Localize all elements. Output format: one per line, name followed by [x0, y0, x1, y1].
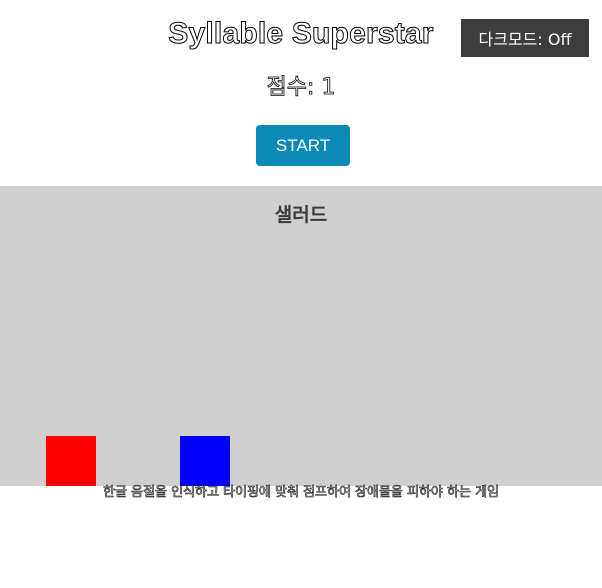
game-description: 한글 음절을 인식하고 타이핑에 맞춰 점프하여 장애물을 피하야 하는 게임 [103, 485, 500, 501]
dark-mode-toggle-button[interactable]: 다크모드: Off [461, 19, 589, 57]
game-area[interactable]: 샐러드 [0, 186, 602, 486]
score-display: 점수: 1 [266, 75, 336, 101]
page-title: Syllable Superstar [168, 17, 434, 51]
obstacle-block [180, 436, 230, 486]
current-syllable: 샐러드 [274, 204, 328, 226]
player-block [46, 436, 96, 486]
start-button[interactable]: START [256, 125, 350, 166]
